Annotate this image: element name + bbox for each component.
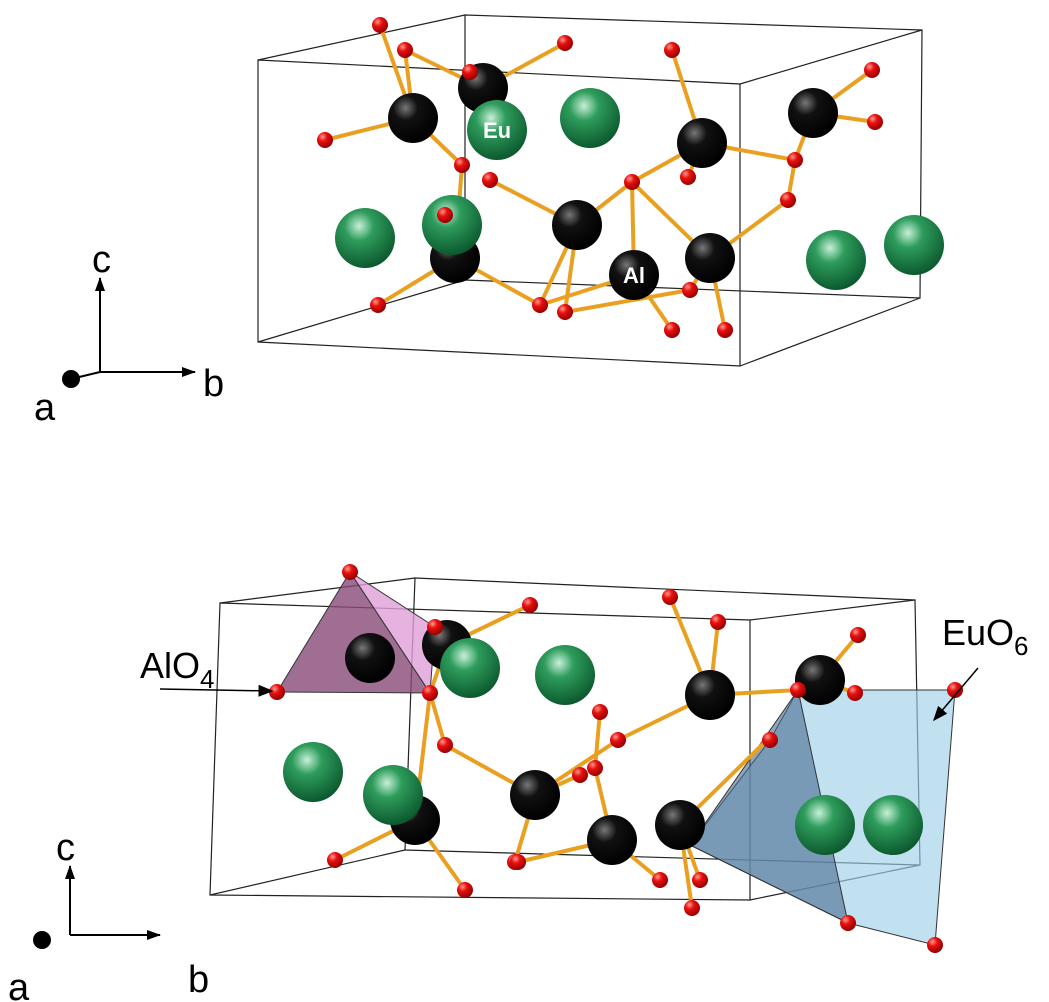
o-atom	[652, 872, 668, 888]
o-atom	[532, 297, 548, 313]
o-atom	[422, 685, 438, 701]
o-atom	[454, 157, 470, 173]
o-atom	[557, 35, 573, 51]
o-atom	[864, 62, 880, 78]
al-atom	[655, 800, 705, 850]
figure: Eu Al c a b c a b AlO4 EuO6	[0, 0, 1049, 1002]
al-atom	[510, 770, 560, 820]
o-atom	[482, 172, 498, 188]
eu-atom	[363, 765, 423, 825]
eu-atom	[440, 638, 500, 698]
page: Eu Al c a b c a b AlO4 EuO6 (() => { con…	[0, 0, 1049, 1002]
al-atom	[795, 655, 845, 705]
o-atom	[397, 42, 413, 58]
eu-atom	[884, 215, 944, 275]
axis-label: a	[34, 387, 56, 429]
eu-atom	[795, 795, 855, 855]
axes-bottom: c a b	[8, 827, 209, 1002]
o-atom	[664, 42, 680, 58]
al-atom	[788, 88, 838, 138]
o-atom	[662, 589, 678, 605]
atom-label: Al	[623, 263, 645, 288]
o-atom	[317, 132, 333, 148]
o-atom	[437, 207, 453, 223]
o-atom	[327, 852, 343, 868]
o-atom	[624, 174, 640, 190]
o-atom	[610, 732, 626, 748]
bond	[430, 693, 445, 745]
al-atom	[552, 200, 602, 250]
o-atom	[710, 614, 726, 630]
o-atom	[867, 114, 883, 130]
eu-atom	[535, 645, 595, 705]
o-atom	[370, 297, 386, 313]
o-atom	[427, 619, 443, 635]
o-atom	[269, 684, 285, 700]
axis-label: b	[203, 363, 224, 405]
al-atom	[345, 633, 395, 683]
o-atom	[680, 169, 696, 185]
unit-cell-top	[258, 15, 922, 366]
o-atom	[522, 597, 538, 613]
o-atom	[790, 682, 806, 698]
o-atom	[717, 322, 733, 338]
al-atom	[587, 815, 637, 865]
o-atom	[510, 854, 526, 870]
eu-atom	[422, 195, 482, 255]
axis-label: c	[92, 239, 111, 281]
o-atom	[682, 282, 698, 298]
o-atom	[557, 304, 573, 320]
al-atom	[677, 118, 727, 168]
eu-atom	[863, 795, 923, 855]
o-atom	[457, 882, 473, 898]
o-atom	[572, 767, 588, 783]
bond	[595, 712, 600, 768]
axis-label: a	[8, 967, 30, 1002]
o-atom	[850, 627, 866, 643]
alo4-callout: AlO4	[140, 645, 272, 694]
o-atom	[787, 152, 803, 168]
al-atom	[685, 233, 735, 283]
al-atom	[388, 93, 438, 143]
eu-atom	[806, 230, 866, 290]
o-atom	[927, 937, 943, 953]
o-atom	[462, 64, 478, 80]
polyhedron-label: EuO6	[942, 612, 1029, 661]
o-atom	[780, 192, 796, 208]
atom-label: Eu	[483, 118, 511, 143]
eu-atom	[335, 208, 395, 268]
axis-label: c	[56, 827, 75, 869]
o-atom	[372, 17, 388, 33]
o-atom	[692, 872, 708, 888]
axes-top: c a b	[34, 239, 224, 429]
o-atom	[587, 760, 603, 776]
eu-atom	[560, 88, 620, 148]
al-atom	[685, 670, 735, 720]
o-atom	[592, 704, 608, 720]
o-atom	[664, 322, 680, 338]
polyhedron-label: AlO4	[140, 645, 214, 694]
axis-label: b	[188, 959, 209, 1001]
o-atom	[762, 732, 778, 748]
eu-atom	[283, 742, 343, 802]
o-atom	[684, 900, 700, 916]
o-atom	[840, 915, 856, 931]
o-atom	[437, 737, 453, 753]
euo6-callout: EuO6	[934, 612, 1029, 720]
o-atom	[847, 685, 863, 701]
o-atom	[342, 564, 358, 580]
